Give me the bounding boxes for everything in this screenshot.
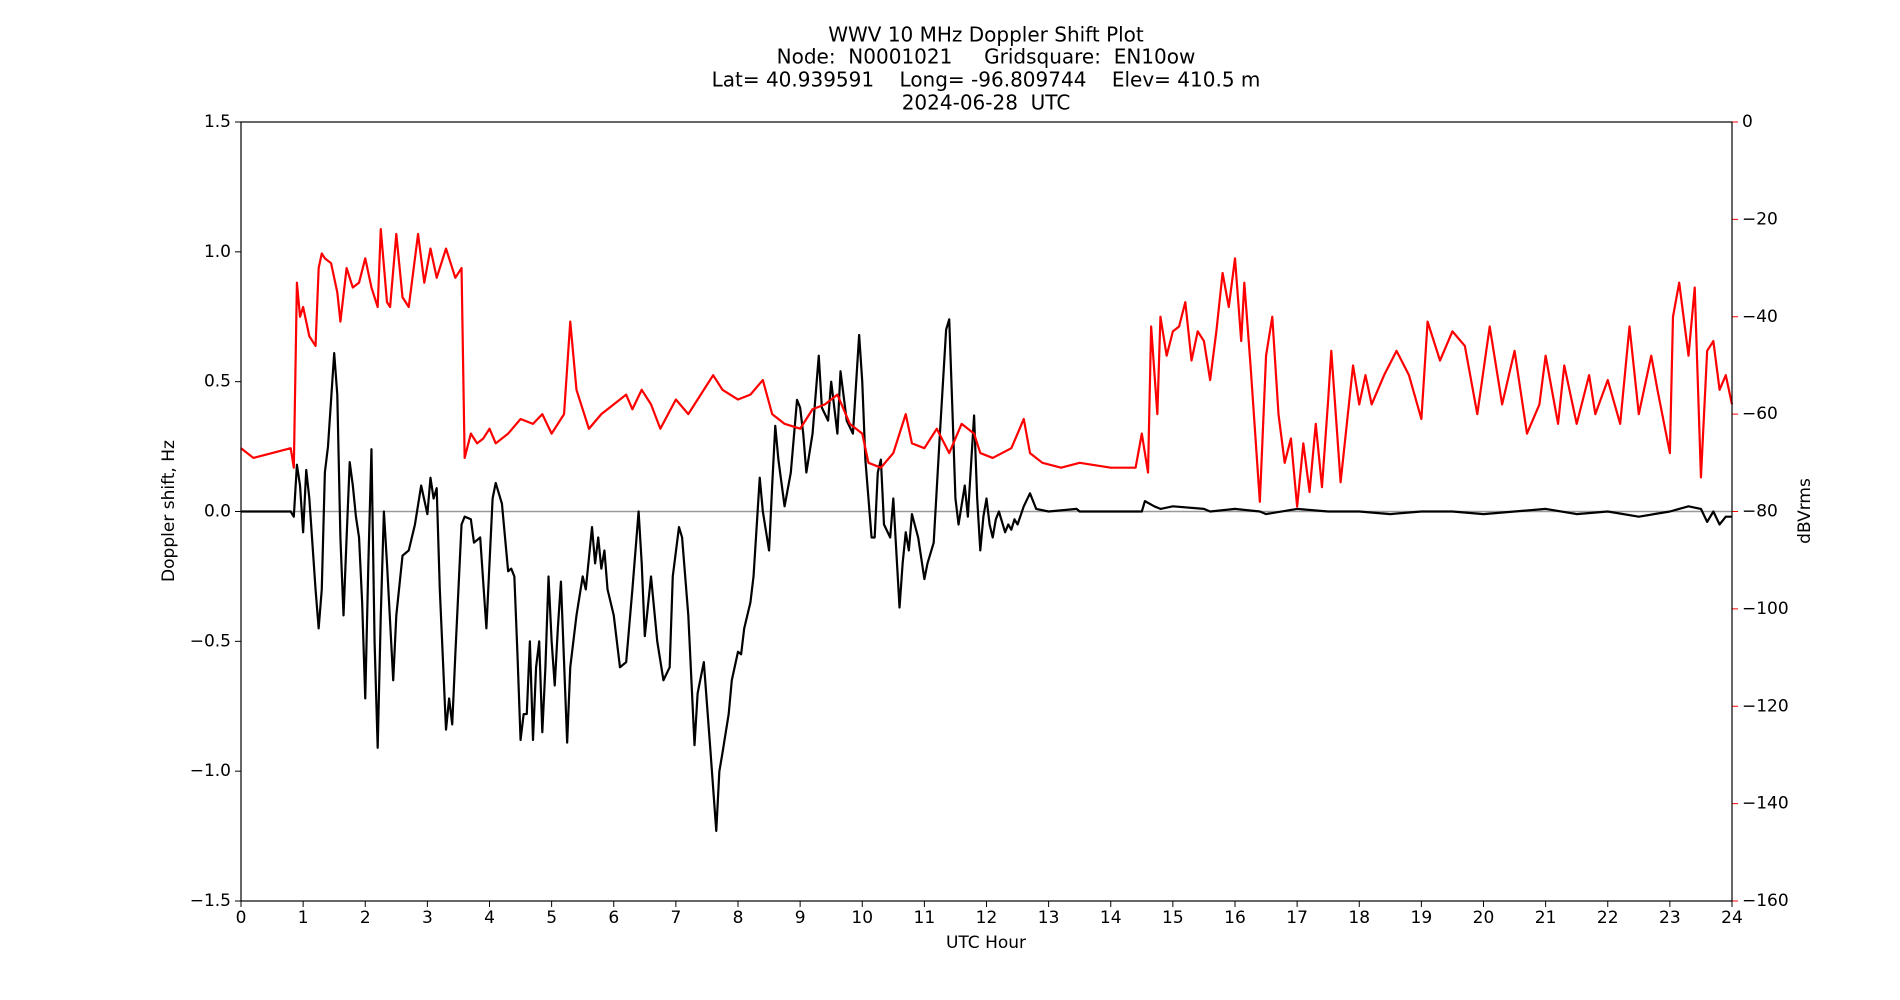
x-tick-label: 2 — [360, 908, 371, 928]
y2-tick-label: −80 — [1742, 502, 1778, 522]
x-tick-label: 8 — [733, 908, 744, 928]
x-tick-label: 11 — [914, 908, 936, 928]
y2-tick-label: −120 — [1742, 696, 1789, 716]
x-tick-label: 20 — [1473, 908, 1495, 928]
y2-tick-label: −100 — [1742, 599, 1789, 619]
y-tick-label: 0.0 — [204, 502, 231, 522]
series-line — [241, 318, 1732, 832]
x-tick-label: 10 — [851, 908, 873, 928]
x-tick-label: 6 — [608, 908, 619, 928]
x-tick-label: 17 — [1286, 908, 1308, 928]
y2-axis-label: dBVrms — [1795, 478, 1815, 544]
x-tick-label: 12 — [976, 908, 998, 928]
y-tick-label: 1.0 — [204, 242, 231, 262]
x-tick-label: 24 — [1721, 908, 1743, 928]
x-tick-label: 7 — [670, 908, 681, 928]
y-tick-label: 1.5 — [204, 112, 231, 132]
x-tick-label: 13 — [1038, 908, 1060, 928]
x-tick-label: 19 — [1411, 908, 1433, 928]
y-tick-label: −0.5 — [190, 631, 231, 651]
title-block: WWV 10 MHz Doppler Shift Plot Node: N000… — [712, 23, 1261, 115]
chart-title: WWV 10 MHz Doppler Shift Plot — [828, 23, 1144, 47]
y2-tick-label: −160 — [1742, 891, 1789, 911]
x-tick-label: 15 — [1162, 908, 1184, 928]
x-tick-label: 14 — [1100, 908, 1122, 928]
x-tick-label: 4 — [484, 908, 495, 928]
plot-frame — [240, 121, 1733, 902]
chart-subtitle: Lat= 40.939591 Long= -96.809744 Elev= 41… — [712, 68, 1261, 92]
x-tick-label: 0 — [236, 908, 247, 928]
y-tick-label: −1.5 — [190, 891, 231, 911]
x-tick-label: 9 — [795, 908, 806, 928]
y-tick-label: 0.5 — [204, 372, 231, 392]
x-tick-label: 18 — [1348, 908, 1370, 928]
x-tick-label: 3 — [422, 908, 433, 928]
x-tick-label: 22 — [1597, 908, 1619, 928]
y2-tick-label: −60 — [1742, 404, 1778, 424]
y2-tick-label: −40 — [1742, 307, 1778, 327]
x-tick-label: 5 — [546, 908, 557, 928]
chart-subtitle: 2024-06-28 UTC — [902, 91, 1071, 115]
x-tick-label: 21 — [1535, 908, 1557, 928]
chart-subtitle: Node: N0001021 Gridsquare: EN10ow — [777, 45, 1196, 69]
x-tick-label: 16 — [1224, 908, 1246, 928]
x-tick-label: 23 — [1659, 908, 1681, 928]
y2-tick-label: 0 — [1742, 112, 1753, 132]
series-line — [240, 228, 1734, 508]
y-tick-label: −1.0 — [190, 761, 231, 781]
y2-tick-label: −20 — [1742, 209, 1778, 229]
x-axis-label: UTC Hour — [946, 933, 1026, 953]
y-axis-label: Doppler shift, Hz — [159, 440, 179, 582]
x-tick-label: 1 — [298, 908, 309, 928]
y2-tick-label: −140 — [1742, 794, 1789, 814]
